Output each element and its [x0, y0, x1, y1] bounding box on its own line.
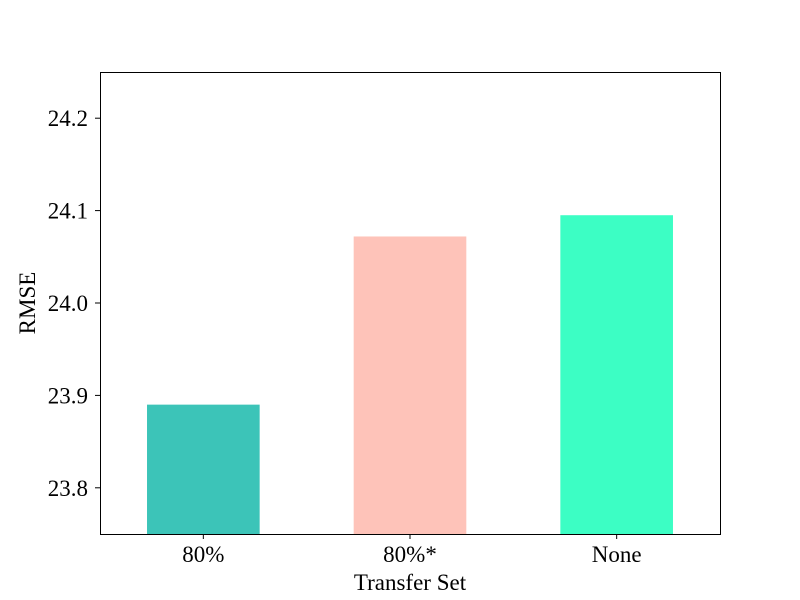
bar-2 — [560, 215, 673, 534]
y-tick-label: 24.0 — [48, 291, 88, 316]
y-tick-label: 24.1 — [48, 199, 88, 224]
x-tick-label: 80% — [182, 542, 224, 567]
y-axis: 23.8 23.9 24.0 24.1 24.2 — [48, 106, 100, 501]
bar-0 — [147, 404, 260, 534]
x-tick-label: None — [592, 542, 642, 567]
y-axis-label: RMSE — [15, 272, 40, 335]
x-axis-label: Transfer Set — [354, 570, 467, 595]
x-axis: 80% 80%* None — [182, 534, 642, 567]
y-tick-label: 23.9 — [48, 383, 88, 408]
y-tick-label: 24.2 — [48, 106, 88, 131]
bars-group — [147, 215, 673, 534]
y-tick-label: 23.8 — [48, 476, 88, 501]
x-tick-label: 80%* — [383, 542, 437, 567]
bar-1 — [353, 236, 467, 534]
